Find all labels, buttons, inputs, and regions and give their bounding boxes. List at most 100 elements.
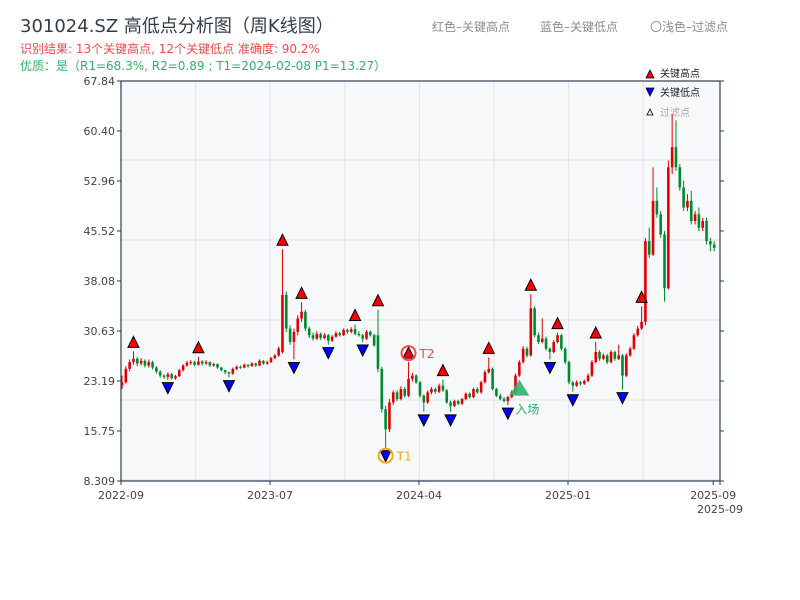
candle-body [701,221,705,228]
candle-body [556,335,559,342]
x-tick-label: 2023-07 [247,489,293,502]
candle-body [250,363,254,367]
candle-body [502,399,506,402]
candle-body [223,370,227,373]
candle-body [132,358,135,363]
key-low-marker [501,407,515,421]
candle-body [254,363,258,366]
key-low-marker [444,414,457,427]
candle-body [479,382,483,393]
key-high-marker [348,308,362,322]
candle-body [292,331,296,342]
candle-body [430,389,433,393]
candle-body [472,389,475,398]
key-high-marker [524,278,538,291]
key-low-marker [356,344,370,358]
key-high-marker [371,293,385,307]
legend-faded-desc: 〇浅色–过滤点 [650,20,729,34]
y-tick-label: 8.309 [84,475,116,488]
candle-body [518,362,521,376]
candle-body [273,355,277,359]
candle-body [575,382,578,386]
candle-body [636,328,640,336]
candle-body [560,335,563,349]
candle-body [319,333,322,338]
candle-body [544,338,548,349]
candle-body [552,341,556,353]
candle-body [586,375,590,381]
candle-body [670,147,674,168]
key-low-marker [161,382,175,395]
candle-body [384,409,387,430]
candle-body [361,335,364,339]
legend-low-label: 关键低点 [660,86,700,99]
candle-body [403,389,407,396]
candle-body [281,294,284,353]
candle-body [323,335,326,338]
candle-body [128,362,131,369]
candle-body [284,294,288,329]
candle-body [540,338,544,342]
candle-body [686,200,689,208]
candle-body [495,389,498,396]
plot-area [121,81,720,481]
candle-body [453,401,456,406]
candle-body [563,348,567,363]
candle-body [625,355,628,376]
key-low-marker [379,450,392,463]
candle-body [613,352,617,359]
candle-body [521,348,525,363]
candle-body [697,214,701,228]
candle-body [158,371,162,376]
y-tick-label: 67.84 [84,75,116,88]
candle-body [170,374,173,379]
candle-body [139,360,143,364]
candle-body [525,348,529,356]
candle-body [483,372,487,383]
candle-body [663,234,666,289]
candle-body [135,358,139,364]
candle-body [594,352,598,363]
candle-body [514,375,517,393]
candle-body [487,368,491,373]
y-tick-label: 52.96 [84,175,116,188]
candle-body [498,395,502,400]
y-tick-label: 15.75 [84,425,116,438]
y-tick-label: 23.19 [84,375,116,388]
key-low-marker [616,392,629,405]
candle-body [464,393,468,400]
candle-body [208,362,212,366]
candle-body [476,389,479,393]
t1-circle [377,447,394,464]
candle-body [220,367,223,371]
candle-body [468,393,471,398]
key-high-marker [482,341,496,354]
candle-body [422,395,426,403]
candle-body [582,380,586,384]
legend-filtered-icon [646,108,654,116]
candle-body [120,382,124,386]
candle-body [288,328,292,342]
candle-body [426,392,429,403]
candle-body [296,318,300,332]
candle-body [407,378,410,396]
x-tick-label: 2025-01 [545,489,591,502]
candle-body [644,241,647,322]
candle-body [147,362,151,366]
candle-body [262,360,265,364]
candle-body [712,244,716,248]
entry-label: 入场 [515,403,539,417]
candle-body [185,362,189,366]
candle-body [227,372,231,374]
key-low-marker [321,347,335,360]
legend-low-icon [645,87,655,97]
key-high-marker [436,363,450,377]
candle-body [418,382,422,396]
key-low-marker [566,394,580,407]
candle-body [395,392,399,400]
result-summary: 识别结果: 13个关键高点, 12个关键低点 准确度: 90.2% [20,42,320,56]
candle-body [414,375,418,383]
candle-body [678,167,682,188]
candle-body [346,329,349,332]
candle-body [174,376,177,379]
